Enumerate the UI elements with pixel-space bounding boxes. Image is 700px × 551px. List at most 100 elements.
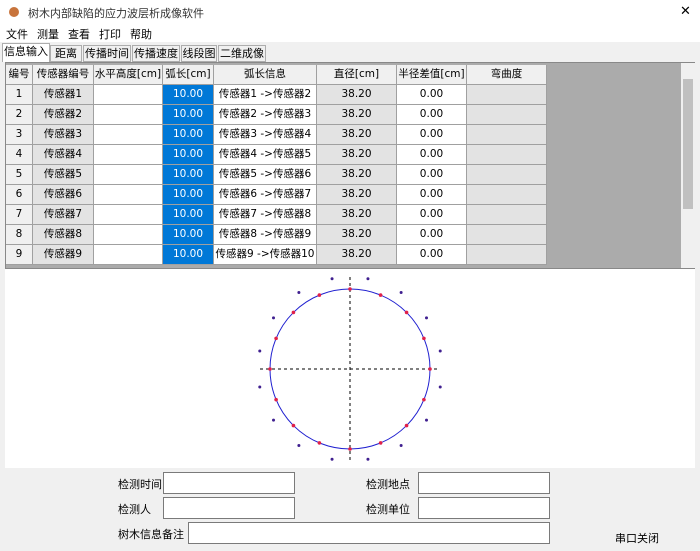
menu-item[interactable]: 查看	[68, 28, 90, 41]
menu-item[interactable]: 帮助	[130, 28, 152, 41]
table-cell[interactable]: 传感器5 ->传感器6	[214, 165, 317, 185]
table-cell[interactable]: 38.20	[317, 185, 397, 205]
table-cell[interactable]: 10.00	[163, 185, 214, 205]
table-cell[interactable]: 6	[6, 185, 33, 205]
serial-button[interactable]: 串口关闭	[615, 532, 659, 545]
table-cell[interactable]: 0.00	[397, 125, 467, 145]
table-cell[interactable]	[94, 245, 163, 265]
table-cell[interactable]: 传感器4	[33, 145, 94, 165]
text-input[interactable]	[188, 522, 550, 544]
table-cell[interactable]: 10.00	[163, 125, 214, 145]
table-cell[interactable]: 0.00	[397, 85, 467, 105]
table-cell[interactable]	[467, 245, 547, 265]
table-cell[interactable]: 传感器6	[33, 185, 94, 205]
table-cell[interactable]: 10.00	[163, 165, 214, 185]
table-cell[interactable]	[94, 185, 163, 205]
tab[interactable]: 信息输入	[2, 43, 50, 62]
table-cell[interactable]: 10.00	[163, 105, 214, 125]
column-header[interactable]: 弧长信息	[214, 65, 317, 85]
column-header[interactable]: 编号	[6, 65, 33, 85]
table-cell[interactable]: 0.00	[397, 185, 467, 205]
table-cell[interactable]	[94, 225, 163, 245]
table-cell[interactable]: 38.20	[317, 145, 397, 165]
table-cell[interactable]: 传感器8 ->传感器9	[214, 225, 317, 245]
column-header[interactable]: 传感器编号	[33, 65, 94, 85]
table-cell[interactable]: 传感器6 ->传感器7	[214, 185, 317, 205]
table-cell[interactable]: 0.00	[397, 205, 467, 225]
table-cell[interactable]	[94, 165, 163, 185]
table-cell[interactable]	[94, 105, 163, 125]
table-cell[interactable]	[94, 85, 163, 105]
table-cell[interactable]	[467, 125, 547, 145]
table-cell[interactable]	[467, 165, 547, 185]
table-cell[interactable]: 传感器4 ->传感器5	[214, 145, 317, 165]
table-cell[interactable]: 38.20	[317, 245, 397, 265]
table-cell[interactable]	[467, 105, 547, 125]
table-cell[interactable]: 0.00	[397, 165, 467, 185]
table-cell[interactable]: 3	[6, 125, 33, 145]
close-button[interactable]: ✕	[680, 4, 691, 19]
column-header[interactable]: 弧长[cm]	[163, 65, 214, 85]
table-cell[interactable]: 传感器1	[33, 85, 94, 105]
table-cell[interactable]: 传感器9 ->传感器10	[214, 245, 317, 265]
column-header[interactable]: 弯曲度	[467, 65, 547, 85]
menu-item[interactable]: 测量	[37, 28, 59, 41]
scrollbar[interactable]	[681, 63, 695, 268]
table-cell[interactable]: 1	[6, 85, 33, 105]
table-cell[interactable]	[467, 85, 547, 105]
table-cell[interactable]: 传感器2 ->传感器3	[214, 105, 317, 125]
table-cell[interactable]: 传感器7 ->传感器8	[214, 205, 317, 225]
table-cell[interactable]: 传感器3	[33, 125, 94, 145]
table-cell[interactable]: 2	[6, 105, 33, 125]
table-cell[interactable]	[467, 225, 547, 245]
table-cell[interactable]: 传感器5	[33, 165, 94, 185]
menu-item[interactable]: 打印	[99, 28, 121, 41]
table-cell[interactable]	[94, 145, 163, 165]
scroll-thumb[interactable]	[683, 79, 693, 209]
table-cell[interactable]: 10.00	[163, 85, 214, 105]
table-cell[interactable]	[467, 185, 547, 205]
text-input[interactable]	[418, 472, 550, 494]
tab[interactable]: 传播速度	[132, 45, 180, 62]
menu-item[interactable]: 文件	[6, 28, 28, 41]
table-cell[interactable]: 传感器2	[33, 105, 94, 125]
table-cell[interactable]: 10.00	[163, 245, 214, 265]
tab[interactable]: 线段图	[181, 45, 217, 62]
table-cell[interactable]: 0.00	[397, 225, 467, 245]
table-cell[interactable]	[94, 125, 163, 145]
table-cell[interactable]	[467, 205, 547, 225]
table-cell[interactable]: 10.00	[163, 225, 214, 245]
text-input[interactable]	[418, 497, 550, 519]
table-cell[interactable]	[467, 145, 547, 165]
tab[interactable]: 距离	[50, 45, 82, 62]
table-cell[interactable]: 4	[6, 145, 33, 165]
table-cell[interactable]: 38.20	[317, 205, 397, 225]
table-cell[interactable]: 传感器1 ->传感器2	[214, 85, 317, 105]
table-cell[interactable]: 38.20	[317, 125, 397, 145]
table-cell[interactable]: 7	[6, 205, 33, 225]
table-cell[interactable]: 38.20	[317, 105, 397, 125]
tab[interactable]: 传播时间	[83, 45, 131, 62]
table-cell[interactable]: 38.20	[317, 85, 397, 105]
table-cell[interactable]: 传感器3 ->传感器4	[214, 125, 317, 145]
table-cell[interactable]: 传感器9	[33, 245, 94, 265]
table-cell[interactable]: 8	[6, 225, 33, 245]
table-cell[interactable]: 0.00	[397, 105, 467, 125]
table-cell[interactable]	[94, 205, 163, 225]
column-header[interactable]: 直径[cm]	[317, 65, 397, 85]
table-cell[interactable]: 传感器8	[33, 225, 94, 245]
text-input[interactable]	[163, 472, 295, 494]
table-cell[interactable]: 5	[6, 165, 33, 185]
tab[interactable]: 二维成像	[218, 45, 266, 62]
table-cell[interactable]: 38.20	[317, 225, 397, 245]
table-cell[interactable]: 38.20	[317, 165, 397, 185]
table-cell[interactable]: 10.00	[163, 205, 214, 225]
table-cell[interactable]: 10.00	[163, 145, 214, 165]
table-cell[interactable]: 0.00	[397, 145, 467, 165]
column-header[interactable]: 水平高度[cm]	[94, 65, 163, 85]
table-cell[interactable]: 传感器7	[33, 205, 94, 225]
table-cell[interactable]: 9	[6, 245, 33, 265]
column-header[interactable]: 半径差值[cm]	[397, 65, 467, 85]
table-cell[interactable]: 0.00	[397, 245, 467, 265]
text-input[interactable]	[163, 497, 295, 519]
